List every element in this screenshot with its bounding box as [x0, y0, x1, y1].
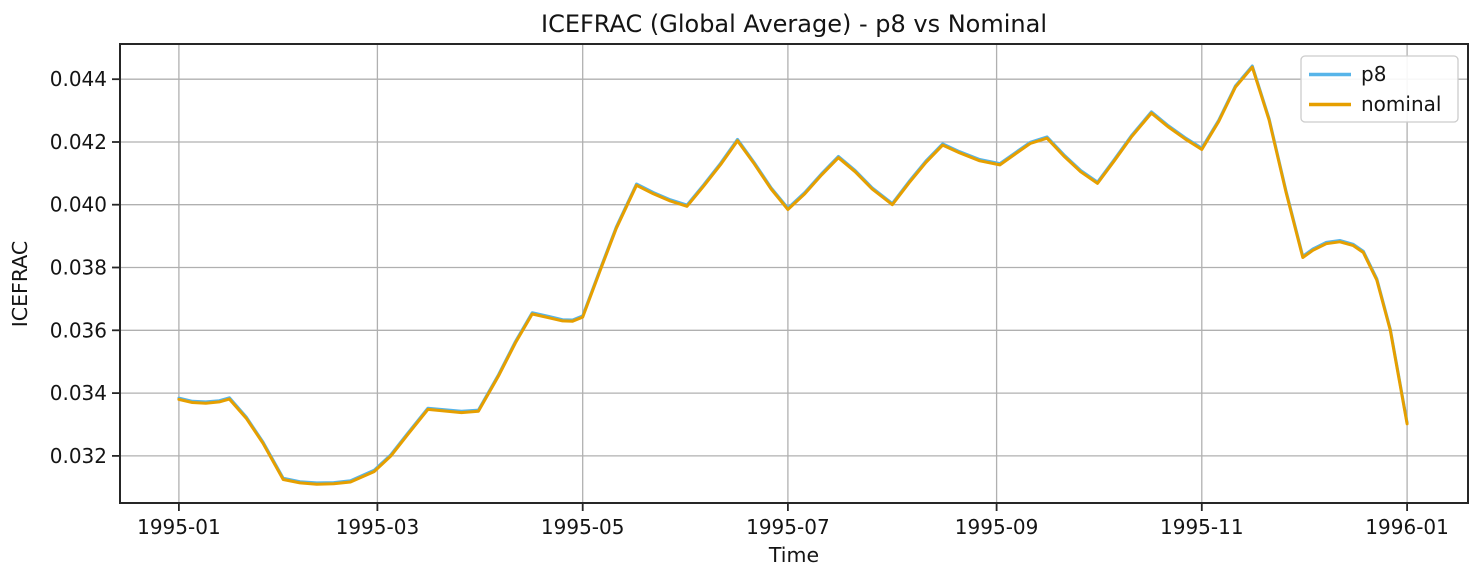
- legend-label-p8: p8: [1361, 62, 1386, 86]
- x-tick-label: 1996-01: [1365, 515, 1449, 539]
- y-tick-label: 0.042: [50, 130, 107, 154]
- x-axis-label: Time: [768, 543, 819, 567]
- legend: p8 nominal: [1300, 55, 1459, 123]
- tick-labels: 1995-01 1995-03 1995-05 1995-07 1995-09 1995-…: [50, 67, 1449, 539]
- x-tick-label: 1995-05: [541, 515, 625, 539]
- x-tick-label: 1995-09: [955, 515, 1039, 539]
- legend-label-nominal: nominal: [1361, 92, 1441, 116]
- tick-marks: [112, 78, 1408, 511]
- x-tick-label: 1995-07: [746, 515, 830, 539]
- y-axis-label: ICEFRAC: [8, 241, 32, 328]
- series-line-p8: [177, 64, 1409, 485]
- y-tick-label: 0.034: [50, 381, 107, 405]
- x-tick-label: 1995-01: [137, 515, 221, 539]
- x-tick-label: 1995-11: [1160, 515, 1244, 539]
- y-tick-label: 0.032: [50, 444, 107, 468]
- y-tick-label: 0.040: [50, 193, 107, 217]
- series-line-nominal: [177, 65, 1409, 486]
- plot-border: [119, 43, 1469, 504]
- y-tick-label: 0.036: [50, 318, 107, 342]
- chart-title: ICEFRAC (Global Average) - p8 vs Nominal: [541, 10, 1047, 38]
- y-tick-label: 0.044: [50, 67, 107, 91]
- y-tick-label: 0.038: [50, 256, 107, 280]
- x-tick-label: 1995-03: [336, 515, 420, 539]
